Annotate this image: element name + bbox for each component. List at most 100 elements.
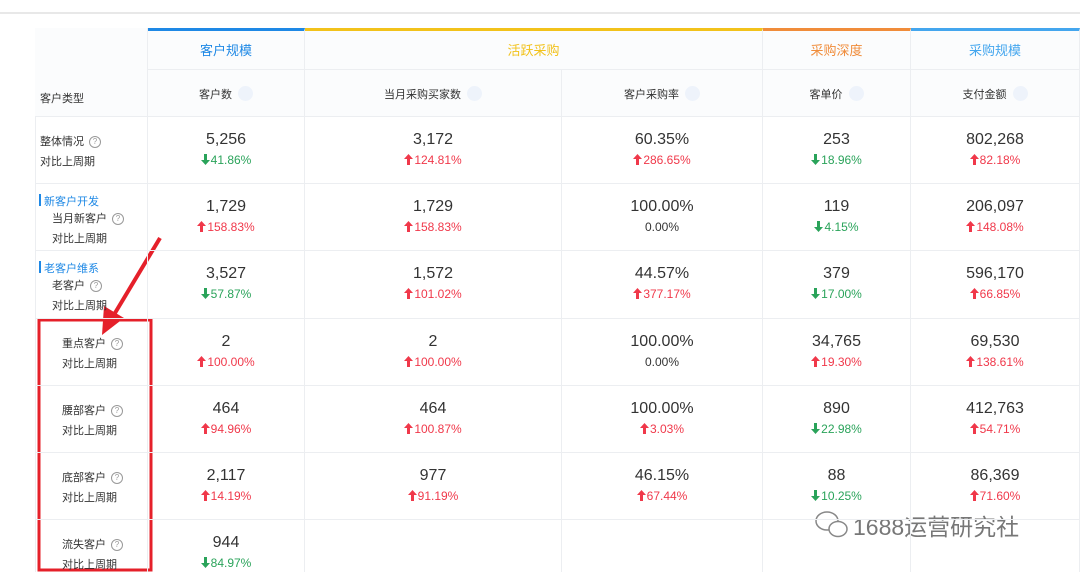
metric-value: 379 (823, 265, 850, 283)
metric-value: 206,097 (966, 198, 1024, 216)
metric-change: 82.18% (911, 153, 1079, 167)
change-text: 17.00% (821, 287, 862, 302)
data-cell (763, 520, 911, 572)
metric-value: 44.57% (634, 265, 690, 283)
trend-arrow-shape (200, 422, 210, 434)
change-text: 3.03% (649, 421, 685, 436)
row-label-cell: 老客户维系 老客户? 对比上周期 (35, 251, 148, 319)
metric-change: 14.19% (148, 489, 304, 503)
data-cell: 802,268 82.18% (911, 117, 1080, 185)
trend-arrow-shape (811, 288, 821, 300)
metric-value: 464 (419, 399, 447, 417)
change-text: 71.60% (979, 489, 1021, 503)
change-text: 41.86% (210, 153, 252, 167)
data-cell: 464 100.87% (305, 385, 562, 453)
trend-arrow-shape (200, 154, 210, 165)
change-text: 54.71% (979, 421, 1021, 436)
help-icon: ? (112, 213, 124, 226)
change-text: 138.61% (976, 354, 1024, 369)
row-label: 整体情况? (40, 133, 101, 149)
trend-icon (467, 86, 482, 101)
section-label: 新客户开发 (44, 196, 99, 209)
data-cell: 944 84.97% (148, 520, 305, 572)
metric-value: 69,530 (970, 332, 1020, 350)
row-label: 流失客户? (62, 536, 123, 552)
metric-value: 944 (212, 534, 240, 552)
metric-change: 10.25% (763, 489, 910, 503)
data-cell: 1,729 158.83% (305, 184, 562, 252)
metric-change: 286.65% (562, 153, 762, 167)
change-text: 22.98% (821, 421, 862, 436)
data-cell: 890 22.98% (763, 385, 911, 453)
data-cell: 88 10.25% (763, 453, 911, 521)
metric-change: 100.87% (305, 422, 561, 436)
compare-label: 对比上周期 (62, 424, 117, 437)
row-label-text: 整体情况 (40, 136, 84, 148)
row-label-cell: 底部客户? 对比上周期 (35, 453, 148, 521)
row-label-cell: 新客户开发 当月新客户? 对比上周期 (35, 184, 148, 252)
data-cell: 379 17.00% (763, 251, 911, 319)
trend-arrow-shape (636, 490, 646, 501)
metric-value: 100.00% (630, 198, 694, 216)
change-text: 67.44% (646, 489, 688, 503)
change-text: 377.17% (643, 287, 691, 302)
trend-arrow-shape (639, 422, 649, 434)
column-header-label: 当月采购买家数 (384, 89, 461, 101)
data-cell: 977 91.19% (305, 453, 562, 521)
trend-arrow-shape (407, 490, 417, 501)
row-label-cell: 重点客户? 对比上周期 (35, 318, 148, 386)
trend-arrow (636, 490, 646, 501)
trend-arrow (200, 557, 210, 569)
change-text: 100.87% (414, 421, 462, 436)
trend-arrow-shape (811, 154, 821, 165)
top-divider (0, 12, 1080, 14)
metric-value: 890 (823, 399, 850, 417)
help-icon: ? (111, 472, 123, 484)
metric-change: 3.03% (562, 422, 762, 436)
metric-value: 977 (419, 467, 447, 484)
column-header-wrap: 客户数 (148, 86, 304, 102)
trend-arrow-shape (197, 221, 207, 233)
row-label: 底部客户? (62, 469, 123, 485)
trend-arrow (969, 288, 979, 300)
data-cell: 34,765 19.30% (763, 318, 911, 386)
change-text: 82.18% (979, 153, 1021, 167)
trend-icon (1012, 86, 1028, 101)
data-cell: 3,172 124.81% (305, 117, 562, 185)
metric-change: 100.00% (305, 355, 561, 369)
arrow-head (102, 306, 124, 335)
trend-arrow-shape (200, 288, 210, 300)
trend-arrow (811, 490, 821, 501)
change-text: 286.65% (643, 153, 691, 167)
metric-change: 158.83% (305, 220, 561, 234)
trend-arrow-shape (404, 288, 414, 300)
metric-value: 2,117 (206, 467, 246, 484)
compare-label: 对比上周期 (52, 233, 107, 246)
change-text: 94.96% (210, 421, 252, 436)
change-text: 124.81% (414, 153, 462, 167)
metric-change: 54.71% (911, 422, 1079, 436)
change-text: 10.25% (821, 489, 862, 503)
data-cell (562, 520, 763, 572)
trend-arrow-shape (404, 154, 414, 165)
metric-value: 5,256 (205, 131, 247, 148)
data-cell: 60.35% 286.65% (562, 117, 763, 185)
data-cell: 100.00% 0.00% (562, 318, 763, 386)
row-label: 腰部客户? (62, 402, 123, 418)
change-text: 158.83% (414, 220, 462, 235)
trend-arrow-shape (404, 355, 414, 367)
trend-arrow-shape (811, 490, 821, 501)
row-label-text: 流失客户 (62, 539, 106, 552)
trend-icon (238, 86, 253, 101)
help-icon: ? (89, 136, 101, 148)
metric-change: 71.60% (911, 489, 1079, 503)
change-text: 158.83% (207, 220, 255, 235)
data-cell: 86,369 71.60% (911, 453, 1080, 521)
change-text: 14.19% (210, 489, 252, 503)
compare-label: 对比上周期 (62, 559, 117, 572)
group-header: 活跃采购 (305, 28, 763, 70)
metric-value: 1,729 (205, 198, 247, 216)
data-cell: 1,572 101.02% (305, 251, 562, 319)
row-label: 老客户? (52, 277, 102, 293)
column-header: 当月采购买家数 (305, 70, 562, 117)
